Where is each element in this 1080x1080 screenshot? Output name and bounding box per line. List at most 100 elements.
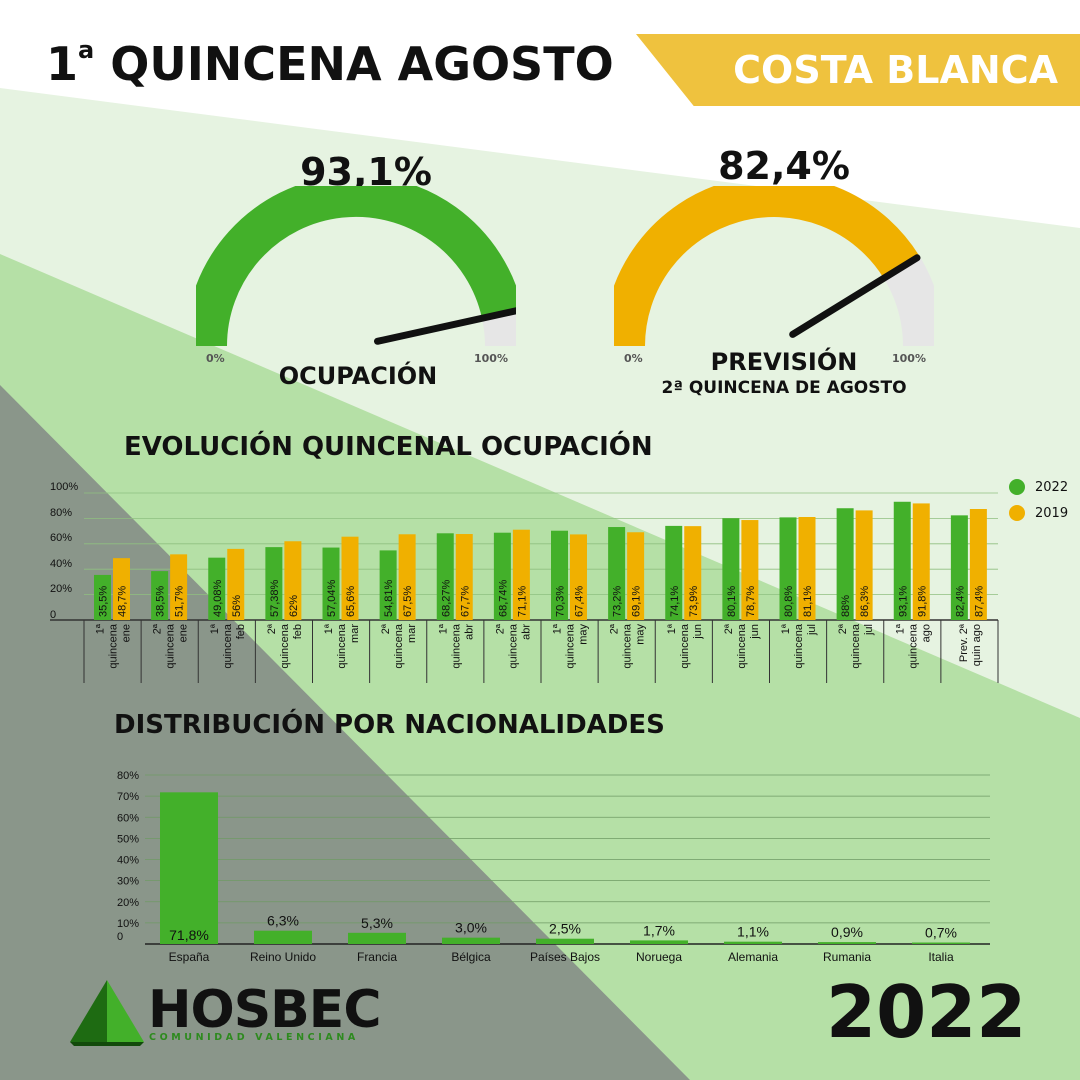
evolution-bar-label: 80,1% <box>726 586 738 617</box>
evolution-category-label: 1ª <box>323 623 335 634</box>
nationalities-ytick: 10% <box>117 918 139 930</box>
evolution-bar-2022 <box>950 515 968 620</box>
nationalities-bar-label: 71,8% <box>169 927 209 943</box>
nationalities-bar-label: 1,7% <box>643 922 675 938</box>
evolution-bar-2019 <box>627 532 645 620</box>
forecast-gauge-needle <box>789 254 921 338</box>
forecast-sublabel: 2ª QUINCENA DE AGOSTO <box>661 378 907 398</box>
occupancy-label: OCUPACIÓN <box>278 362 438 390</box>
evolution-bar-2022 <box>722 518 740 620</box>
evolution-bar-label: 67,4% <box>574 586 586 617</box>
evolution-bar-label: 69,1% <box>631 586 643 617</box>
evolution-bar-2022 <box>265 547 283 620</box>
evolution-bar-2022 <box>322 547 340 620</box>
evolution-category-label: quincena <box>279 623 291 669</box>
evolution-category-label: quincena <box>165 623 177 669</box>
evolution-category-label: quin ago <box>971 624 983 666</box>
nationalities-ytick: 80% <box>117 770 139 782</box>
evolution-category-label: 1ª <box>95 623 107 634</box>
nationalities-title: DISTRIBUCIÓN POR NACIONALIDADES <box>114 710 665 740</box>
nationalities-category-label: Italia <box>928 950 954 964</box>
evolution-category-label: quincena <box>736 623 748 669</box>
evolution-bar-2019 <box>798 517 816 620</box>
evolution-category-label: 2ª <box>609 623 621 634</box>
nationalities-bar-label: 1,1% <box>737 924 769 940</box>
nationalities-category-label: Noruega <box>636 950 682 964</box>
evolution-ytick: 100% <box>50 481 78 493</box>
legend-dot-2019 <box>1009 505 1025 521</box>
evolution-bar-label: 70,3% <box>555 586 567 617</box>
evolution-bar-label: 57,38% <box>269 579 281 617</box>
nationalities-bar-label: 5,3% <box>361 915 393 931</box>
evolution-category-label: 2ª <box>266 623 278 634</box>
nationalities-bar-label: 0,7% <box>925 925 957 941</box>
evolution-bar-2019 <box>741 520 759 620</box>
evolution-category-label: abr <box>463 624 475 640</box>
evolution-bar-label: 88% <box>840 595 852 617</box>
evolution-bar-label: 48,7% <box>117 586 129 617</box>
evolution-bar-label: 57,04% <box>326 579 338 617</box>
evolution-bar-label: 68,27% <box>440 579 452 617</box>
nationalities-bar <box>348 932 406 944</box>
evolution-category-label: 2ª <box>494 623 506 634</box>
evolution-bar-label: 74,1% <box>669 586 681 617</box>
evolution-category-label: 1ª <box>552 623 564 634</box>
evolution-category-label: quincena <box>108 623 120 669</box>
evolution-ytick: 60% <box>50 532 72 544</box>
evolution-bar-2019 <box>570 534 587 620</box>
evolution-category-label: quincena <box>507 623 519 669</box>
evolution-bar-label: 62% <box>288 595 300 617</box>
evolution-category-label: 1ª <box>209 623 221 634</box>
evolution-bar-label: 93,1% <box>897 586 909 617</box>
evolution-bar-label: 82,4% <box>954 586 966 617</box>
nationalities-category-label: España <box>169 950 210 964</box>
nationalities-ytick: 70% <box>117 791 139 803</box>
evolution-bar-label: 73,2% <box>612 586 624 617</box>
evolution-bar-label: 80,8% <box>783 586 795 617</box>
hosbec-logo-text: HOSBEC <box>148 980 381 1040</box>
evolution-bar-2019 <box>969 509 987 620</box>
nationalities-bar <box>630 940 688 944</box>
nationalities-category-label: Países Bajos <box>530 950 600 964</box>
hosbec-logo-subtitle: COMUNIDAD VALENCIANA <box>149 1032 359 1043</box>
evolution-bar-2022 <box>608 527 626 620</box>
evolution-category-label: 1ª <box>666 623 678 634</box>
nationalities-bar-label: 2,5% <box>549 921 581 937</box>
evolution-bar-label: 51,7% <box>174 586 186 617</box>
evolution-bar-label: 87,4% <box>973 586 985 617</box>
evolution-bar-label: 91,8% <box>916 586 928 617</box>
evolution-category-label: 2ª <box>723 623 735 634</box>
evolution-category-label: mar <box>349 624 361 643</box>
evolution-bar-2022 <box>436 533 454 620</box>
evolution-bar-2019 <box>284 541 302 620</box>
evolution-title: EVOLUCIÓN QUINCENAL OCUPACIÓN <box>124 432 653 462</box>
nationalities-bar <box>912 942 970 944</box>
evolution-category-label: abr <box>520 624 532 640</box>
nationalities-bar-label: 6,3% <box>267 913 299 929</box>
occupancy-min: 0% <box>206 352 225 365</box>
evolution-category-label: 1ª <box>780 623 792 634</box>
evolution-category-label: quincena <box>222 623 234 669</box>
nationalities-bar <box>536 938 594 944</box>
evolution-category-label: ene <box>178 624 190 642</box>
evolution-bar-label: 67,7% <box>459 586 471 617</box>
evolution-category-label: quincena <box>793 623 805 669</box>
evolution-category-label: 2ª <box>380 623 392 634</box>
hosbec-logo-icon <box>70 980 144 1046</box>
evolution-category-label: Prev. 2ª <box>958 623 970 662</box>
nationalities-category-label: Bélgica <box>451 950 491 964</box>
evolution-bar-label: 68,74% <box>497 579 509 617</box>
nationalities-category-label: Francia <box>357 950 397 964</box>
evolution-category-label: quincena <box>336 623 348 669</box>
evolution-bar-2022 <box>208 557 226 620</box>
evolution-bar-2019 <box>912 503 930 620</box>
evolution-category-label: 2ª <box>837 623 849 634</box>
evolution-category-label: feb <box>235 624 247 639</box>
forecast-max: 100% <box>892 352 926 365</box>
forecast-label: PREVISIÓN <box>710 348 858 376</box>
forecast-value: 82,4% <box>718 144 850 188</box>
evolution-category-label: jun <box>692 624 704 640</box>
nationalities-ytick: 60% <box>117 812 139 824</box>
